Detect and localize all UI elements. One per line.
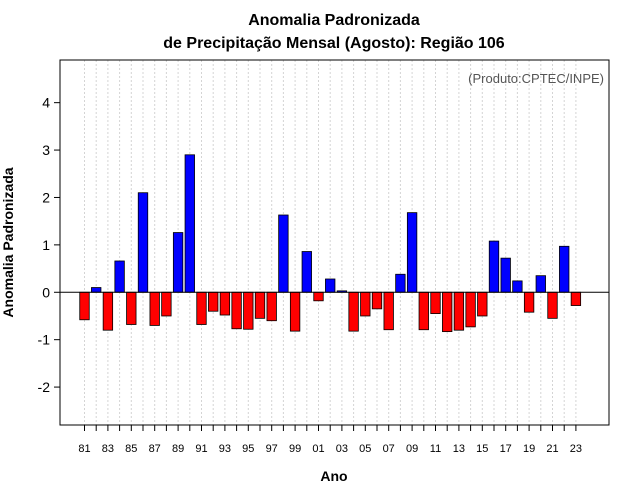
x-tick-label: 23 [570,443,582,455]
x-axis-title: Ano [320,468,347,484]
bar-1985 [126,291,137,325]
x-tick-label: 83 [102,443,114,455]
bar-1994 [231,291,242,330]
bar-1998 [278,214,289,293]
bar-2019 [523,291,535,313]
x-tick-label: 85 [125,443,137,455]
grid [84,60,577,425]
bar-2020 [535,275,546,293]
bar-2023 [570,291,582,306]
bar-2016 [488,240,500,293]
bar-1988 [161,291,172,317]
y-tick-label: 1 [42,237,50,253]
bar-2008 [395,273,406,293]
bar-2007 [383,291,394,331]
x-tick-label: 03 [336,443,348,455]
bar-1981 [79,291,90,321]
plot-frame [59,59,610,426]
x-tick-label: 07 [383,443,395,455]
bar-1991 [196,291,207,325]
y-tick-label: 2 [42,189,50,205]
x-tick-label: 93 [219,443,231,455]
bar-2017 [500,257,511,293]
bar-1993 [219,291,231,316]
bar-2001 [313,291,324,302]
x-tick-label: 17 [500,443,512,455]
bar-2014 [465,291,476,328]
bar-1999 [289,291,301,332]
x-tick-label: 19 [523,443,535,455]
bar-1990 [184,154,195,293]
y-tick-label: 3 [42,142,50,158]
bar-2009 [406,212,418,293]
chart-title-line2: de Precipitação Mensal (Agosto): Região … [163,35,505,52]
y-tick-label: 4 [42,95,50,111]
bar-2004 [348,291,359,332]
bar-1984 [114,260,125,293]
y-axis-title: Anomalia Padronizada [0,167,16,317]
x-axis: 81 83 85 87 89 91 93 95 97 99 01 03 05 07 09 11 13 15 17 19… [78,425,582,455]
bar-1987 [149,291,160,326]
x-tick-label: 21 [546,443,558,455]
bar-2010 [418,291,429,331]
bar-2006 [371,291,383,310]
x-tick-label: 05 [359,443,371,455]
x-tick-label: 89 [172,443,184,455]
chart-title-line1: Anomalia Padronizada [248,12,420,29]
bar-2002 [325,278,336,293]
x-tick-label: 97 [266,443,278,455]
y-tick-label: -2 [38,379,51,395]
x-tick-label: 09 [406,443,418,455]
bar-2013 [453,291,465,331]
x-tick-label: 81 [78,443,90,455]
bar-1983 [102,291,114,331]
bar-2005 [360,291,371,317]
x-tick-label: 91 [195,443,207,455]
bar-2011 [430,291,441,315]
y-axis: -2 -1 0 1 2 3 4 [38,95,60,395]
bar-2018 [512,280,523,293]
y-tick-label: 0 [42,284,50,300]
x-tick-label: 87 [149,443,161,455]
x-tick-label: 11 [430,443,441,455]
bar-1989 [172,232,184,293]
x-tick-label: 95 [242,443,254,455]
bar-2012 [442,291,453,333]
x-tick-label: 13 [453,443,465,455]
x-tick-label: 99 [289,443,301,455]
bars [79,154,582,333]
bar-1982 [91,287,102,293]
bar-1995 [243,291,254,330]
x-tick-label: 01 [312,443,324,455]
bar-1997 [266,291,277,322]
y-tick-label: -1 [38,332,51,348]
source-note: (Produto:CPTEC/INPE) [468,71,604,86]
bar-1986 [137,192,149,293]
bar-2022 [559,245,570,293]
bar-1992 [208,291,219,312]
bar-2000 [301,251,312,293]
bar-2015 [477,291,488,317]
bar-1996 [254,291,266,319]
x-tick-label: 15 [476,443,488,455]
bar-2021 [547,291,558,319]
